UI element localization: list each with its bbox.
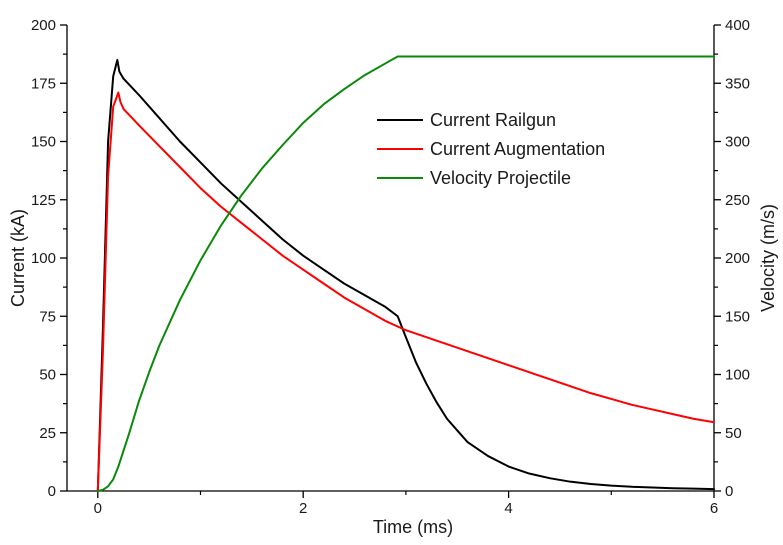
y-left-tick-label: 75 [39, 308, 56, 325]
series-line-current-augmentation [96, 91, 715, 492]
y-left-tick-label: 125 [31, 192, 56, 209]
y-left-tick-label: 150 [31, 134, 56, 151]
legend: Current Railgun Current Augmentation Vel… [377, 110, 605, 188]
x-tick-label: 4 [504, 500, 512, 517]
x-tick-label: 0 [94, 500, 102, 517]
plot-frame [66, 25, 715, 492]
series-line-velocity-projectile [96, 55, 715, 492]
y-right-tick-label: 50 [725, 425, 742, 442]
y-right-tick-label: 150 [725, 308, 750, 325]
right-axis-title: Velocity (m/s) [758, 204, 778, 312]
left-axis-title: Current (kA) [8, 209, 28, 307]
series-line-current-railgun [96, 58, 715, 492]
axis-tick-labels: 0 2 4 6025507510012515017520005010015020025… [31, 17, 750, 517]
axis-ticks [60, 24, 721, 498]
y-right-tick-label: 250 [725, 192, 750, 209]
legend-label-current-augmentation: Current Augmentation [430, 139, 605, 159]
y-left-tick-label: 50 [39, 367, 56, 384]
series-lines [96, 55, 715, 492]
x-tick-label: 2 [299, 500, 307, 517]
y-right-tick-label: 400 [725, 17, 750, 34]
legend-label-velocity-projectile: Velocity Projectile [430, 168, 571, 188]
y-right-tick-label: 200 [725, 250, 750, 267]
y-left-tick-label: 200 [31, 17, 56, 34]
y-right-tick-label: 100 [725, 367, 750, 384]
y-left-tick-label: 100 [31, 250, 56, 267]
legend-label-current-railgun: Current Railgun [430, 110, 556, 130]
y-left-tick-label: 0 [48, 483, 56, 500]
x-tick-label: 6 [710, 500, 718, 517]
y-right-tick-label: 0 [725, 483, 733, 500]
y-right-tick-label: 300 [725, 134, 750, 151]
y-left-tick-label: 25 [39, 425, 56, 442]
y-right-tick-label: 350 [725, 75, 750, 92]
y-left-tick-label: 175 [31, 75, 56, 92]
x-axis-title: Time (ms) [373, 517, 453, 537]
